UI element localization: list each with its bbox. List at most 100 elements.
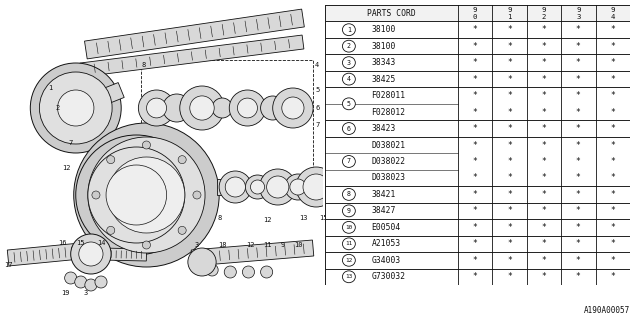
Text: 16: 16 — [58, 240, 67, 246]
Text: *: * — [576, 173, 580, 182]
Text: 14: 14 — [97, 240, 105, 246]
Bar — [325, 219, 630, 236]
Circle shape — [219, 171, 252, 203]
Text: *: * — [507, 124, 512, 133]
Bar — [325, 38, 630, 54]
Circle shape — [342, 254, 355, 266]
Text: *: * — [576, 140, 580, 149]
Text: *: * — [472, 42, 477, 51]
Text: 13: 13 — [299, 215, 307, 221]
Circle shape — [237, 98, 257, 118]
Text: *: * — [576, 256, 580, 265]
Text: *: * — [541, 239, 547, 248]
Text: 12: 12 — [246, 242, 255, 248]
Text: 3: 3 — [347, 60, 351, 66]
Text: *: * — [611, 75, 615, 84]
Text: *: * — [611, 239, 615, 248]
Text: *: * — [507, 256, 512, 265]
Circle shape — [76, 135, 197, 255]
Text: *: * — [507, 239, 512, 248]
Text: 38100: 38100 — [371, 42, 396, 51]
Text: *: * — [507, 108, 512, 116]
Text: 1: 1 — [49, 85, 52, 91]
Text: E00504: E00504 — [371, 223, 401, 232]
Text: *: * — [576, 124, 580, 133]
Text: *: * — [472, 157, 477, 166]
Text: *: * — [611, 42, 615, 51]
Text: 1: 1 — [347, 27, 351, 33]
Bar — [325, 21, 630, 38]
Polygon shape — [84, 9, 305, 59]
Circle shape — [267, 176, 289, 198]
Text: *: * — [472, 75, 477, 84]
Text: *: * — [611, 108, 615, 116]
Text: 7: 7 — [68, 140, 73, 146]
Text: 38100: 38100 — [371, 25, 396, 34]
Text: 38423: 38423 — [371, 124, 396, 133]
Text: 2: 2 — [56, 105, 60, 111]
Bar — [325, 87, 630, 120]
Text: *: * — [576, 108, 580, 116]
Text: *: * — [507, 58, 512, 67]
Text: *: * — [472, 239, 477, 248]
Text: *: * — [611, 272, 615, 281]
Text: F028011: F028011 — [371, 91, 406, 100]
Circle shape — [30, 63, 121, 153]
Text: *: * — [611, 140, 615, 149]
Text: *: * — [541, 75, 547, 84]
Circle shape — [40, 72, 112, 144]
Text: G34003: G34003 — [371, 256, 401, 265]
Bar — [325, 137, 630, 186]
Circle shape — [107, 226, 115, 234]
Polygon shape — [101, 248, 147, 261]
Circle shape — [342, 221, 355, 233]
Polygon shape — [7, 242, 92, 266]
Text: *: * — [611, 256, 615, 265]
Text: A190A00057: A190A00057 — [584, 306, 630, 315]
Circle shape — [70, 234, 111, 274]
Text: 9: 9 — [347, 208, 351, 214]
Text: 10: 10 — [345, 225, 353, 230]
Text: *: * — [541, 173, 547, 182]
Bar — [325, 268, 630, 285]
Circle shape — [273, 88, 313, 128]
Circle shape — [163, 94, 191, 122]
Circle shape — [65, 272, 77, 284]
Circle shape — [282, 97, 304, 119]
Text: 3: 3 — [195, 242, 199, 248]
Bar — [325, 252, 630, 268]
Text: *: * — [576, 25, 580, 34]
Circle shape — [85, 279, 97, 291]
Text: D038021: D038021 — [371, 140, 406, 149]
Text: 8: 8 — [141, 62, 146, 68]
Text: 9: 9 — [281, 242, 285, 248]
Text: *: * — [611, 223, 615, 232]
Text: G730032: G730032 — [371, 272, 406, 281]
Text: 38425: 38425 — [371, 75, 396, 84]
Text: 6: 6 — [347, 125, 351, 132]
Text: 7: 7 — [347, 158, 351, 164]
Text: 6: 6 — [315, 105, 319, 111]
Circle shape — [296, 167, 337, 207]
Circle shape — [250, 180, 264, 194]
Text: *: * — [541, 190, 547, 199]
Bar — [325, 203, 630, 219]
Text: *: * — [576, 42, 580, 51]
Text: 4: 4 — [347, 76, 351, 82]
Text: *: * — [541, 124, 547, 133]
Circle shape — [88, 137, 205, 253]
Circle shape — [342, 24, 355, 36]
Polygon shape — [217, 179, 318, 195]
Text: *: * — [472, 108, 477, 116]
Text: *: * — [507, 206, 512, 215]
Text: *: * — [507, 157, 512, 166]
Text: 5: 5 — [315, 87, 319, 93]
Text: *: * — [611, 124, 615, 133]
Text: 38427: 38427 — [371, 206, 396, 215]
Text: *: * — [576, 239, 580, 248]
Text: *: * — [472, 190, 477, 199]
Bar — [325, 71, 630, 87]
Text: *: * — [576, 223, 580, 232]
Circle shape — [190, 96, 214, 120]
Text: 15: 15 — [77, 240, 85, 246]
